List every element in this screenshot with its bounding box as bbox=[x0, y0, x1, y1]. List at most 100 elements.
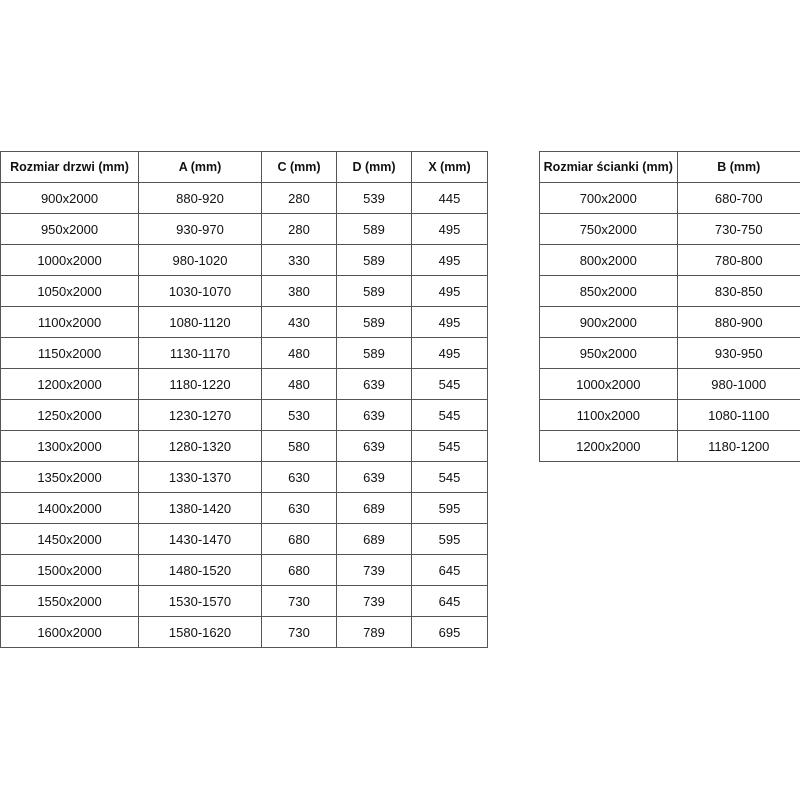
table-row: 900x2000 880-900 bbox=[539, 306, 800, 338]
table-cell: 480 bbox=[261, 368, 337, 400]
table-cell: 495 bbox=[411, 337, 488, 369]
table-cell: 800x2000 bbox=[539, 244, 678, 276]
table-cell: 980-1000 bbox=[676, 368, 800, 400]
column-header: A (mm) bbox=[138, 151, 262, 183]
table-cell: 1530-1570 bbox=[138, 585, 262, 617]
table-cell: 630 bbox=[261, 461, 337, 493]
table-cell: 495 bbox=[411, 275, 488, 307]
table-cell: 1200x2000 bbox=[0, 368, 139, 400]
table-cell: 880-920 bbox=[138, 182, 262, 214]
table-cell: 1250x2000 bbox=[0, 399, 139, 431]
table-row: 800x2000 780-800 bbox=[539, 244, 800, 276]
table-cell: 1150x2000 bbox=[0, 337, 139, 369]
table-cell: 789 bbox=[336, 616, 412, 648]
table-cell: 900x2000 bbox=[539, 306, 678, 338]
table-row: 1200x2000 1180-1200 bbox=[539, 430, 800, 462]
table-cell: 545 bbox=[411, 399, 488, 431]
table-cell: 1500x2000 bbox=[0, 554, 139, 586]
table-cell: 680 bbox=[261, 554, 337, 586]
table-row: 950x2000 930-970 280 589 495 bbox=[0, 213, 488, 245]
table-header-row: Rozmiar drzwi (mm) A (mm) C (mm) D (mm) X (m… bbox=[0, 151, 488, 183]
table-cell: 545 bbox=[411, 461, 488, 493]
table-cell: 1180-1220 bbox=[138, 368, 262, 400]
table-cell: 689 bbox=[336, 523, 412, 555]
table-cell: 1280-1320 bbox=[138, 430, 262, 462]
table-row: 1100x2000 1080-1120 430 589 495 bbox=[0, 306, 488, 338]
table-row: 1450x2000 1430-1470 680 689 595 bbox=[0, 523, 488, 555]
table-cell: 1230-1270 bbox=[138, 399, 262, 431]
wall-sizes-table: Rozmiar ścianki (mm) B (mm) 700x2000 680-7… bbox=[539, 151, 800, 462]
table-row: 1150x2000 1130-1170 480 589 495 bbox=[0, 337, 488, 369]
table-cell: 750x2000 bbox=[539, 213, 678, 245]
table-row: 1550x2000 1530-1570 730 739 645 bbox=[0, 585, 488, 617]
table-cell: 645 bbox=[411, 554, 488, 586]
table-cell: 1080-1100 bbox=[676, 399, 800, 431]
table-cell: 1480-1520 bbox=[138, 554, 262, 586]
table-cell: 695 bbox=[411, 616, 488, 648]
table-cell: 595 bbox=[411, 523, 488, 555]
table-cell: 950x2000 bbox=[539, 337, 678, 369]
table-cell: 1050x2000 bbox=[0, 275, 139, 307]
table-cell: 1450x2000 bbox=[0, 523, 139, 555]
table-cell: 595 bbox=[411, 492, 488, 524]
table-row: 700x2000 680-700 bbox=[539, 182, 800, 214]
table-cell: 930-950 bbox=[676, 337, 800, 369]
table-cell: 689 bbox=[336, 492, 412, 524]
table-cell: 1130-1170 bbox=[138, 337, 262, 369]
table-row: 850x2000 830-850 bbox=[539, 275, 800, 307]
table-cell: 730 bbox=[261, 585, 337, 617]
column-header: Rozmiar drzwi (mm) bbox=[0, 151, 139, 183]
table-cell: 639 bbox=[336, 399, 412, 431]
table-cell: 950x2000 bbox=[0, 213, 139, 245]
table-cell: 639 bbox=[336, 368, 412, 400]
table-cell: 700x2000 bbox=[539, 182, 678, 214]
table-row: 1250x2000 1230-1270 530 639 545 bbox=[0, 399, 488, 431]
table-cell: 1380-1420 bbox=[138, 492, 262, 524]
column-header: Rozmiar ścianki (mm) bbox=[539, 151, 678, 183]
table-cell: 1580-1620 bbox=[138, 616, 262, 648]
table-cell: 589 bbox=[336, 213, 412, 245]
table-cell: 280 bbox=[261, 213, 337, 245]
table-cell: 1000x2000 bbox=[539, 368, 678, 400]
table-row: 1050x2000 1030-1070 380 589 495 bbox=[0, 275, 488, 307]
table-cell: 330 bbox=[261, 244, 337, 276]
table-cell: 930-970 bbox=[138, 213, 262, 245]
table-row: 750x2000 730-750 bbox=[539, 213, 800, 245]
door-sizes-table: Rozmiar drzwi (mm) A (mm) C (mm) D (mm) X (m… bbox=[0, 151, 488, 648]
table-cell: 830-850 bbox=[676, 275, 800, 307]
table-cell: 589 bbox=[336, 306, 412, 338]
table-row: 1000x2000 980-1020 330 589 495 bbox=[0, 244, 488, 276]
table-row: 1300x2000 1280-1320 580 639 545 bbox=[0, 430, 488, 462]
table-cell: 639 bbox=[336, 430, 412, 462]
table-row: 1000x2000 980-1000 bbox=[539, 368, 800, 400]
table-cell: 900x2000 bbox=[0, 182, 139, 214]
table-row: 1500x2000 1480-1520 680 739 645 bbox=[0, 554, 488, 586]
table-row: 950x2000 930-950 bbox=[539, 337, 800, 369]
table-cell: 589 bbox=[336, 244, 412, 276]
table-cell: 880-900 bbox=[676, 306, 800, 338]
table-cell: 545 bbox=[411, 368, 488, 400]
table-cell: 739 bbox=[336, 585, 412, 617]
table-cell: 1080-1120 bbox=[138, 306, 262, 338]
column-header: C (mm) bbox=[261, 151, 337, 183]
table-cell: 1400x2000 bbox=[0, 492, 139, 524]
table-cell: 495 bbox=[411, 244, 488, 276]
table-cell: 1550x2000 bbox=[0, 585, 139, 617]
table-cell: 680 bbox=[261, 523, 337, 555]
table-cell: 480 bbox=[261, 337, 337, 369]
table-cell: 850x2000 bbox=[539, 275, 678, 307]
table-cell: 630 bbox=[261, 492, 337, 524]
table-cell: 1030-1070 bbox=[138, 275, 262, 307]
table-cell: 780-800 bbox=[676, 244, 800, 276]
table-cell: 739 bbox=[336, 554, 412, 586]
table-row: 1100x2000 1080-1100 bbox=[539, 399, 800, 431]
table-row: 1200x2000 1180-1220 480 639 545 bbox=[0, 368, 488, 400]
table-cell: 1100x2000 bbox=[0, 306, 139, 338]
table-cell: 1180-1200 bbox=[676, 430, 800, 462]
table-cell: 589 bbox=[336, 275, 412, 307]
table-cell: 495 bbox=[411, 306, 488, 338]
table-header-row: Rozmiar ścianki (mm) B (mm) bbox=[539, 151, 800, 183]
table-cell: 1200x2000 bbox=[539, 430, 678, 462]
table-row: 1600x2000 1580-1620 730 789 695 bbox=[0, 616, 488, 648]
table-cell: 430 bbox=[261, 306, 337, 338]
